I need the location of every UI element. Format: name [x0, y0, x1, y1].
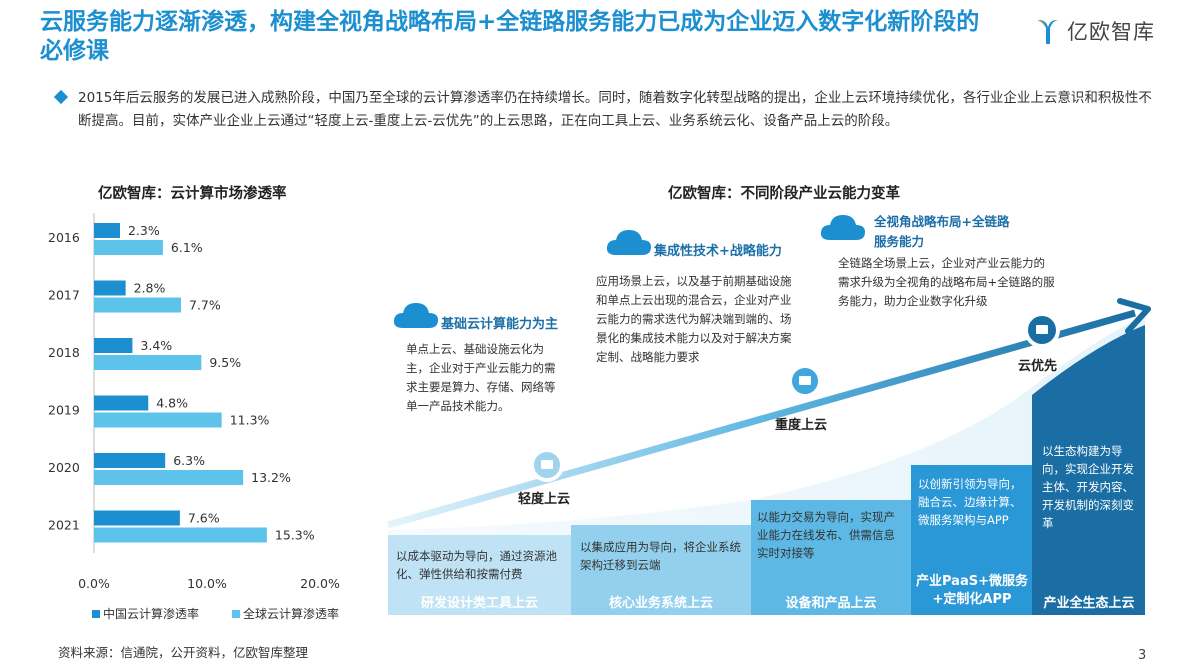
stage-2-desc: 应用场景上云，以及基于前期基础设施和单点上云出现的混合云，企业对产业云能力的需求…	[596, 274, 792, 364]
data-label: 2.3%	[128, 223, 160, 238]
bar-china-2018	[94, 338, 133, 353]
logo-text: 亿欧智库	[1067, 20, 1155, 44]
data-label: 9.5%	[209, 355, 241, 370]
arrow-head-icon	[1117, 298, 1151, 334]
bar-global-2018	[94, 355, 202, 370]
block-2-footer: 核心业务系统上云	[608, 596, 713, 611]
block-1-text: 以成本驱动为导向，通过资源池化、弹性供给和按需付费	[396, 549, 557, 581]
source-note: 资料来源：信通院，公开资料，亿欧智库整理	[58, 645, 309, 660]
stage-3-title-line1: 全视角战略布局+全链路	[874, 214, 1010, 229]
data-label: 15.3%	[275, 528, 315, 543]
point-3-label: 云优先	[1018, 359, 1058, 374]
bar-china-2017	[94, 280, 126, 296]
page-title: 云服务能力逐渐渗透，构建全视角战略布局+全链路服务能力已成为企业迈入数字化新阶段…	[40, 9, 980, 64]
category-label: 2016	[48, 230, 80, 245]
legend-label: 中国云计算渗透率	[103, 606, 199, 621]
cloud-icon	[393, 303, 438, 328]
block-1	[388, 535, 571, 615]
growth-arrow	[387, 309, 1136, 529]
stage-3-title-line2: 服务能力	[874, 234, 925, 249]
block-4-text: 以创新引领为导向，融合云、边缘计算、微服务架构与APP	[918, 477, 1022, 527]
block-3	[751, 500, 911, 615]
data-label: 2.8%	[134, 281, 166, 296]
category-label: 2017	[48, 288, 80, 303]
block-1-footer: 研发设计类工具上云	[420, 596, 538, 611]
cloud-icon	[606, 230, 651, 255]
legend-swatch	[92, 610, 100, 618]
intro-paragraph: 2015年后云服务的发展已进入成熟阶段，中国乃至全球的云计算渗透率仍在持续增长。…	[78, 90, 1152, 129]
left-chart-title: 亿欧智库：云计算市场渗透率	[98, 186, 287, 202]
block-5	[1032, 325, 1145, 615]
data-label: 13.2%	[251, 470, 291, 485]
logo: 亿欧智库	[1033, 16, 1155, 46]
bar-china-2019	[94, 395, 149, 411]
block-5-text: 以生态构建为导向，实现企业开发主体、开发内容、开发机制的深刻变革	[1042, 444, 1134, 530]
block-4-footer: 产业PaaS+微服务+定制化APP	[916, 574, 1028, 607]
logo-icon	[1037, 20, 1059, 44]
bar-global-2017	[94, 297, 182, 313]
x-tick-label: 20.0%	[300, 576, 340, 591]
data-label: 4.8%	[156, 396, 188, 411]
category-label: 2021	[48, 518, 80, 533]
cloud-stage-diagram	[387, 298, 1151, 615]
category-label: 2018	[48, 345, 80, 360]
data-label: 7.7%	[189, 298, 221, 313]
category-label: 2019	[48, 403, 80, 418]
block-4	[911, 465, 1032, 615]
data-label: 7.6%	[188, 511, 220, 526]
page-number: 3	[1138, 648, 1147, 663]
bar-china-2016	[94, 223, 120, 238]
cloud-icon	[820, 215, 865, 240]
block-3-footer: 设备和产品上云	[785, 596, 877, 611]
category-label: 2020	[48, 460, 80, 475]
penetration-bar-chart: 2016 2.3% 6.1% 2017 2.8% 7.7% 2018 3.4% 9.5% 2019…	[48, 213, 340, 621]
point-1-label: 轻度上云	[518, 492, 571, 507]
legend-swatch	[232, 610, 240, 618]
stage-2-title: 集成性技术+战略能力	[654, 244, 782, 259]
block-3-text: 以能力交易为导向，实现产业能力在线发布、供需信息实时对接等	[757, 510, 895, 560]
x-tick-label: 0.0%	[78, 576, 110, 591]
data-label: 11.3%	[230, 413, 270, 428]
bar-global-2016	[94, 240, 163, 255]
data-label: 6.1%	[171, 240, 203, 255]
stage-1-title: 基础云计算能力为主	[441, 317, 559, 332]
point-2-label: 重度上云	[775, 418, 828, 433]
bar-global-2021	[94, 527, 267, 543]
stage-1-desc: 单点上云、基础设施云化为主，企业对于产业云能力的需求主要是算力、存储、网络等单一…	[406, 342, 556, 413]
x-tick-label: 10.0%	[187, 576, 227, 591]
legend-label: 全球云计算渗透率	[243, 606, 339, 621]
bar-china-2020	[94, 453, 166, 468]
bar-china-2021	[94, 510, 180, 526]
stage-3-desc: 全链路全场景上云，企业对产业云能力的需求升级为全视角的战略布局+全链路的服务能力…	[838, 256, 1055, 308]
data-label: 6.3%	[173, 453, 205, 468]
data-label: 3.4%	[140, 338, 172, 353]
bar-global-2019	[94, 412, 222, 428]
block-2-text: 以集成应用为导向，将企业系统架构迁移到云端	[580, 540, 741, 572]
block-2	[571, 525, 751, 615]
right-chart-title: 亿欧智库：不同阶段产业云能力变革	[668, 186, 900, 202]
bar-global-2020	[94, 470, 244, 485]
block-5-footer: 产业全生态上云	[1043, 596, 1135, 611]
